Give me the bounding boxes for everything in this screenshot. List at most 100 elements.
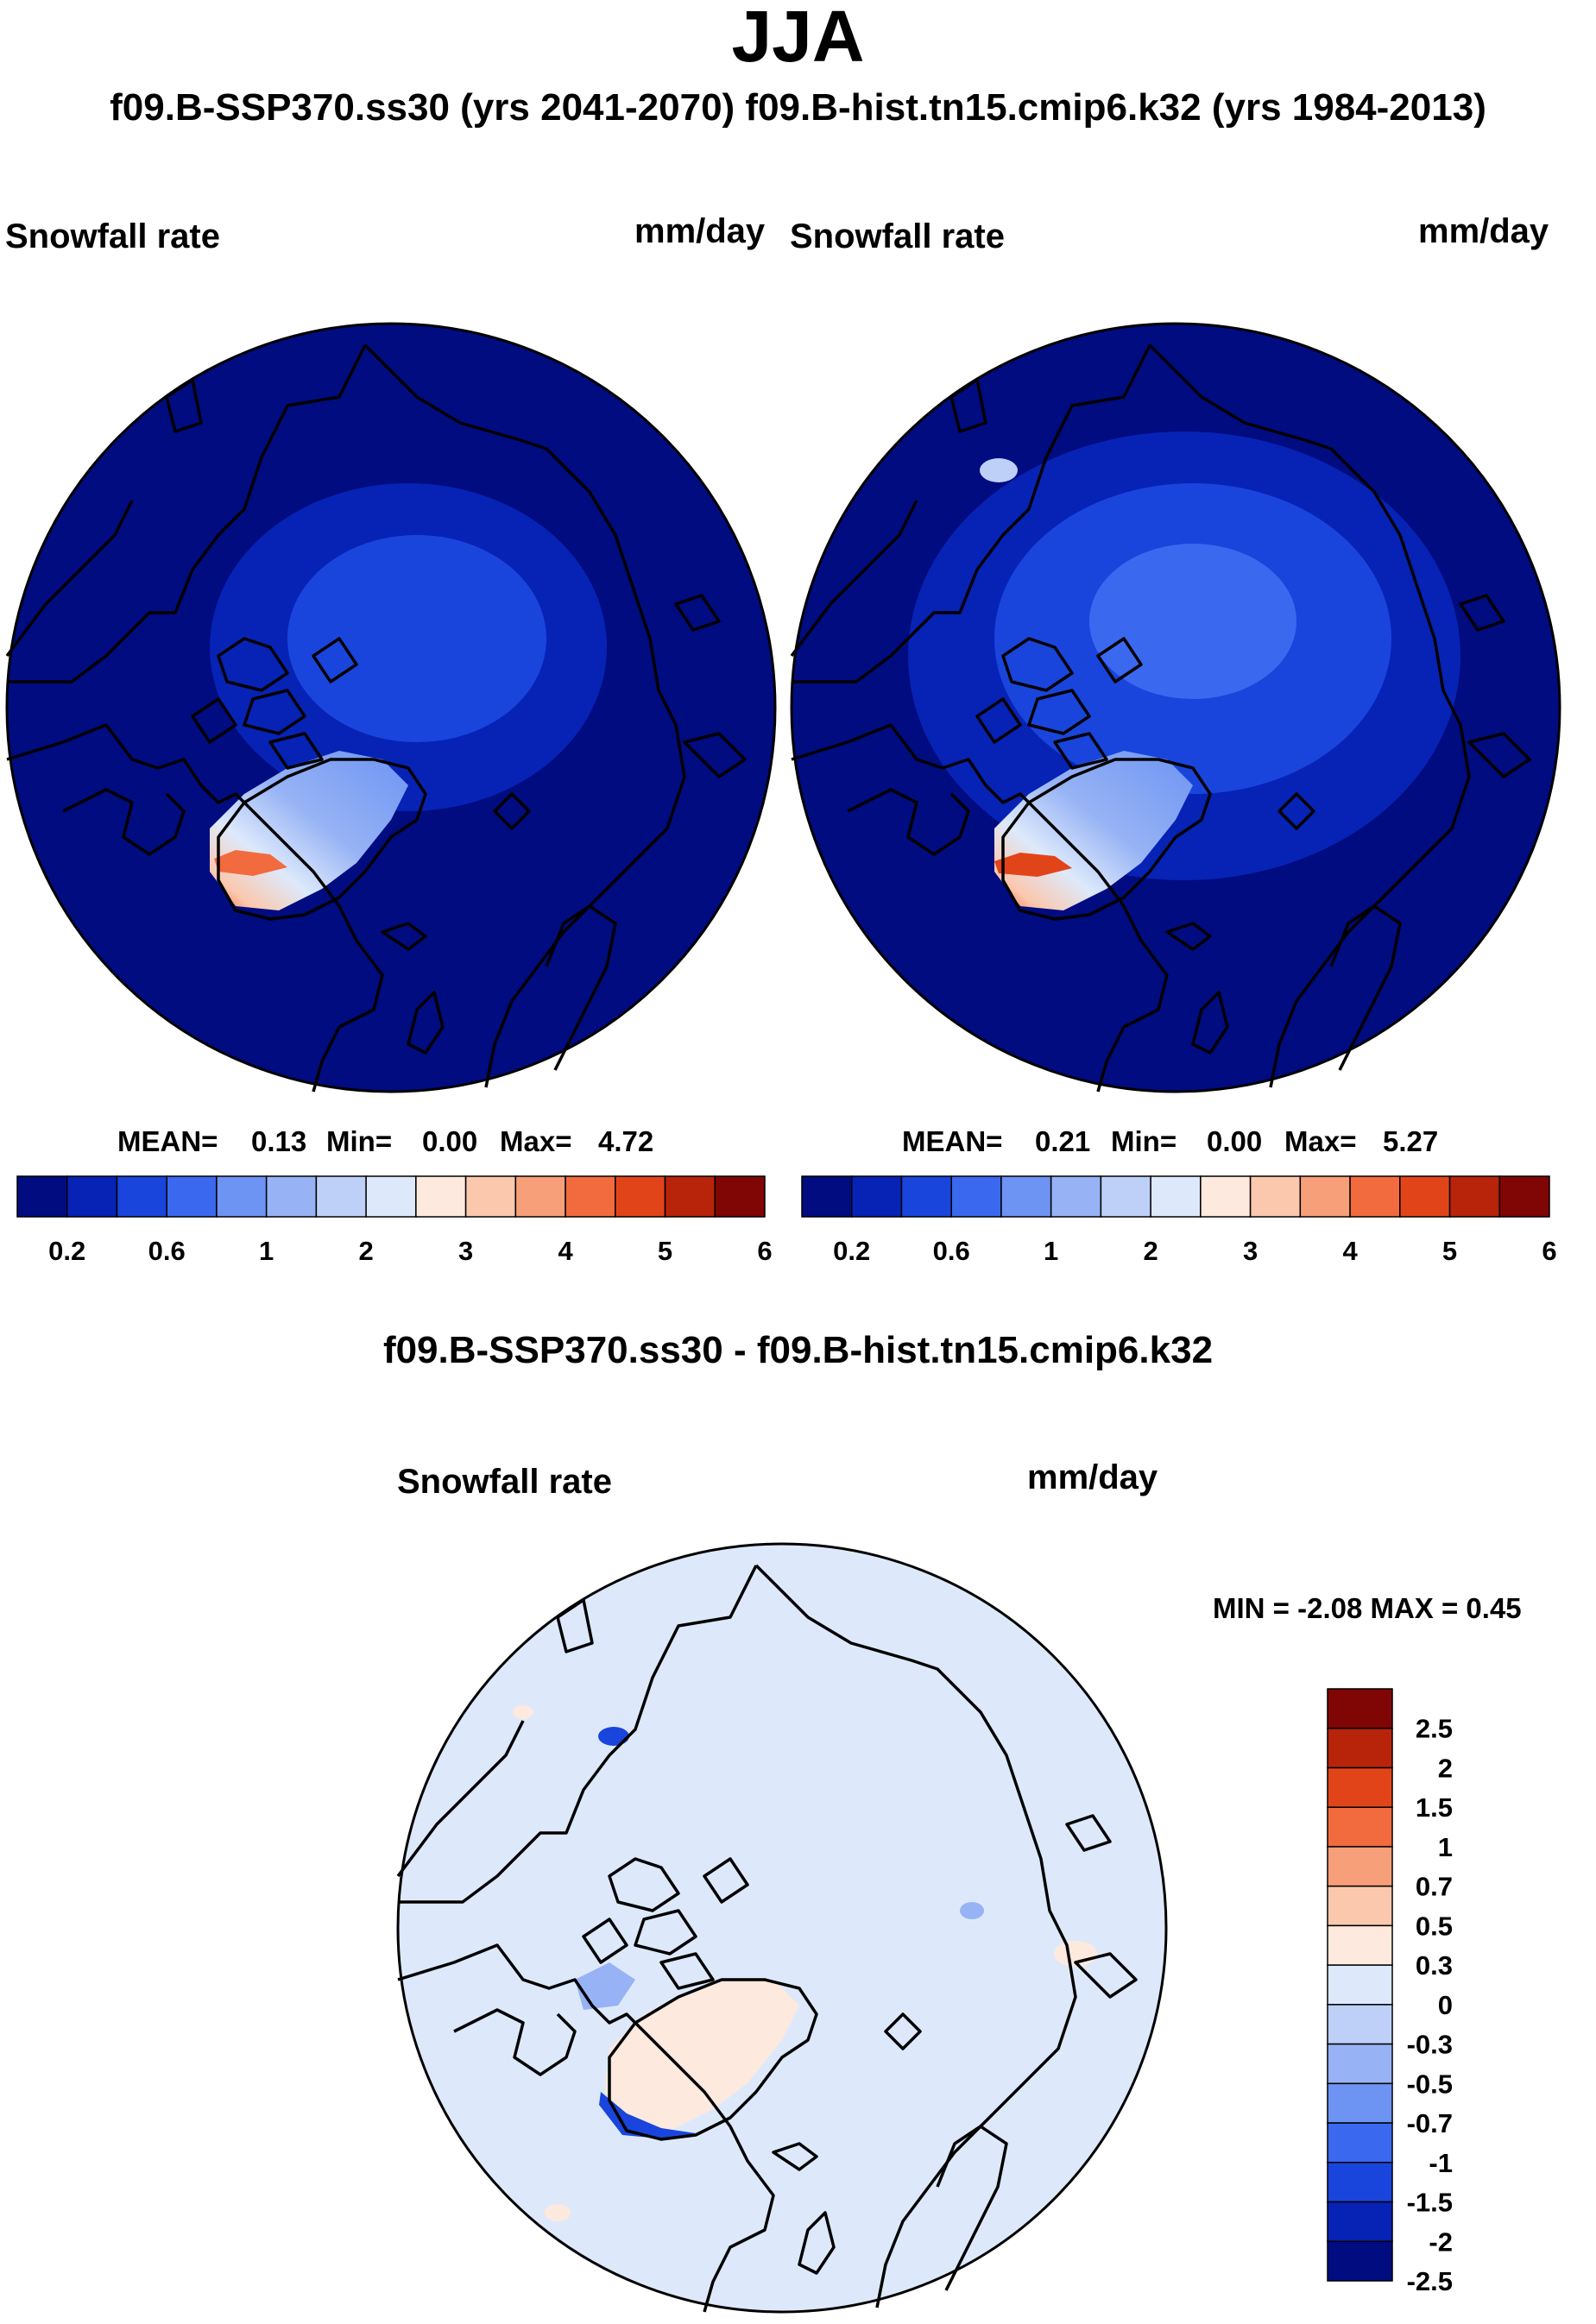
diff-colorbar-tick-label: 1 <box>1438 1832 1453 1862</box>
diff-colorbar-tick-label: 1.5 <box>1416 1792 1453 1823</box>
panel1-pole-field <box>287 535 546 742</box>
panel2-colorbar-swatch <box>1448 1175 1501 1218</box>
season-title: JJA <box>731 0 865 77</box>
diff-colorbar-swatch <box>1327 1924 1393 1966</box>
diff-colorbar-swatch <box>1327 1806 1393 1848</box>
panel1-colorbar-tick-label: 1 <box>259 1236 274 1266</box>
diff-colorbar-tick-label: -0.5 <box>1407 2069 1453 2099</box>
panel2-min-label: Min= <box>1111 1125 1177 1157</box>
panel2-colorbar-tick-label: 2 <box>1144 1236 1158 1266</box>
panel1-units: mm/day <box>634 212 766 250</box>
panel2-colorbar-tick-label: 4 <box>1342 1236 1358 1266</box>
panel1-colorbar-swatch <box>116 1175 167 1218</box>
diff-colorbar-tick-label: -0.3 <box>1407 2030 1453 2060</box>
panel2-mean: 0.21 <box>1035 1125 1091 1157</box>
panel1-map <box>5 322 777 1093</box>
diff-colorbar-swatch <box>1327 2240 1393 2282</box>
panel2-colorbar-swatch <box>1349 1175 1401 1218</box>
diff-colorbar-swatch <box>1327 2122 1393 2163</box>
panel2-colorbar-swatch <box>1249 1175 1302 1218</box>
panel2-max: 5.27 <box>1383 1125 1439 1157</box>
panel2-colorbar-swatch <box>1100 1175 1151 1218</box>
panel1-colorbar-swatch <box>615 1175 666 1218</box>
diff-colorbar-tick-label: -2.5 <box>1407 2266 1453 2296</box>
panel1-max-label: Max= <box>500 1125 572 1157</box>
diff-colorbar-tick-label: 2 <box>1438 1753 1453 1783</box>
diff-variable: Snowfall rate <box>397 1463 612 1501</box>
panel1-mean: 0.13 <box>251 1125 307 1157</box>
panel2-colorbar-swatch <box>1498 1175 1550 1218</box>
diff-colorbar-swatch <box>1327 1727 1393 1769</box>
diff-siberia-spot <box>960 1902 984 1919</box>
diff-map <box>396 1542 1168 2314</box>
panel2-colorbar-tick-label: 3 <box>1243 1236 1258 1266</box>
panel1-colorbar-swatch <box>216 1175 268 1218</box>
panel2-colorbar-swatch <box>850 1175 903 1218</box>
diff-colorbar-swatch <box>1327 2043 1393 2085</box>
diff-colorbar-tick-label: 0.3 <box>1416 1950 1453 1981</box>
difference-title: f09.B-SSP370.ss30 - f09.B-hist.tn15.cmip… <box>382 1329 1214 1371</box>
diff-colorbar-tick-label: -1 <box>1429 2148 1453 2178</box>
panel1-colorbar-swatch <box>315 1175 367 1218</box>
panel1-min-label: Min= <box>326 1125 393 1157</box>
panel2-colorbar-tick-label: 0.6 <box>933 1236 970 1266</box>
diff-colorbar-tick-label: -2 <box>1429 2226 1453 2257</box>
panel1-colorbar-swatch <box>714 1175 766 1218</box>
diff-greenland-positive <box>605 1980 799 2131</box>
panel2-colorbar-swatch <box>950 1175 1002 1218</box>
panel1-min: 0.00 <box>422 1125 478 1157</box>
panel1-colorbar-tick-label: 2 <box>359 1236 374 1266</box>
panel1-colorbar-tick-label: 3 <box>458 1236 473 1266</box>
figure-subtitle: f09.B-SSP370.ss30 (yrs 2041-2070) f09.B-… <box>110 86 1486 129</box>
diff-minmax: MIN = -2.08 MAX = 0.45 <box>1213 1592 1522 1624</box>
diff-colorbar-swatch <box>1327 2201 1393 2243</box>
panel2-greenland-max <box>994 853 1072 877</box>
diff-colorbar-swatch <box>1327 1885 1393 1927</box>
panel2-colorbar-swatch <box>1399 1175 1451 1218</box>
diff-colorbar-swatch <box>1327 2082 1393 2124</box>
panel2-colorbar-tick-label: 0.2 <box>833 1236 870 1266</box>
panel1-max: 4.72 <box>598 1125 654 1157</box>
panel1-colorbar-tick-label: 0.2 <box>48 1236 85 1266</box>
panel1-colorbar-tick-label: 4 <box>558 1236 573 1266</box>
diff-colorbar-tick-label: 0 <box>1438 1990 1453 2020</box>
panel1-colorbar-swatch <box>415 1175 467 1218</box>
panel1-colorbar-swatch <box>166 1175 218 1218</box>
panel2-alaska-spot <box>980 458 1018 482</box>
diff-colorbar-tick-label: 2.5 <box>1416 1714 1453 1744</box>
panel2-colorbar-swatch <box>801 1175 853 1218</box>
panel1-colorbar-tick-label: 5 <box>658 1236 672 1266</box>
panel1-colorbar: 0.2 0.6 1 2 3 4 5 6 <box>16 1175 773 1266</box>
diff-colorbar-swatch <box>1327 2162 1393 2203</box>
panel2-colorbar-tick-label: 6 <box>1542 1236 1556 1266</box>
panel1-colorbar-swatch <box>16 1175 68 1218</box>
panel1-variable: Snowfall rate <box>5 217 220 255</box>
panel2-mean-label: MEAN= <box>902 1125 1003 1157</box>
panel2-colorbar-tick-label: 5 <box>1442 1236 1457 1266</box>
panel2-map <box>790 322 1561 1093</box>
panel1-colorbar-swatch <box>664 1175 716 1218</box>
panel2-variable: Snowfall rate <box>790 217 1005 255</box>
diff-colorbar-swatch <box>1327 1688 1393 1729</box>
diff-colorbar-swatch <box>1327 2004 1393 2045</box>
panel1-colorbar-swatch <box>514 1175 566 1218</box>
panel1-colorbar-swatch <box>464 1175 517 1218</box>
panel2-colorbar-swatch <box>1200 1175 1252 1218</box>
diff-colorbar-tick-label: 0.5 <box>1416 1911 1453 1941</box>
diff-colorbar-tick-label: -0.7 <box>1407 2108 1453 2138</box>
diff-south-positive <box>545 2204 571 2221</box>
panel2-min: 0.00 <box>1207 1125 1263 1157</box>
panel1-colorbar-swatch <box>365 1175 417 1218</box>
panel1-colorbar-tick-label: 0.6 <box>148 1236 186 1266</box>
diff-units: mm/day <box>1027 1458 1158 1496</box>
panel1-mean-label: MEAN= <box>117 1125 218 1157</box>
panel1-colorbar-swatch <box>66 1175 118 1218</box>
panel1-colorbar-swatch <box>265 1175 318 1218</box>
diff-colorbar: 2.5 2 1.5 1 0.7 0.5 0.3 0 -0.3 -0.5 -0.7 -1 -1.5 -2 -2… <box>1327 1688 1453 2296</box>
panel2-pole-core <box>1089 544 1296 699</box>
panel2-colorbar-swatch <box>1050 1175 1102 1218</box>
panel2-max-label: Max= <box>1284 1125 1357 1157</box>
panel2-colorbar-swatch <box>1299 1175 1351 1218</box>
diff-archipelago-negative <box>575 1962 635 2010</box>
